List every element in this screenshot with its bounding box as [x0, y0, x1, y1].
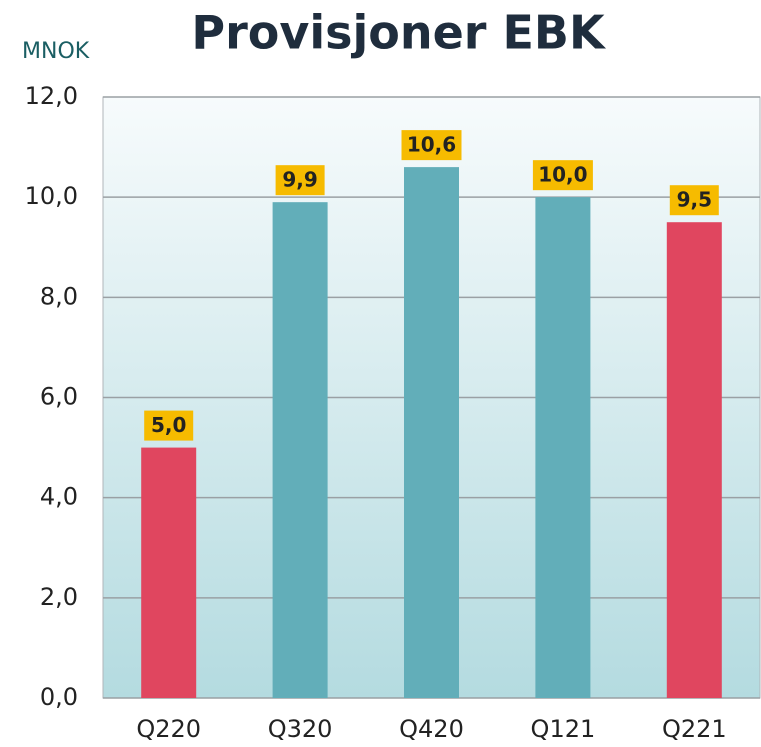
y-tick-label: 4,0 [40, 483, 78, 511]
bar [272, 202, 328, 699]
y-tick-label: 0,0 [40, 683, 78, 711]
value-label-box [669, 185, 719, 216]
chart-title: Provisjoner EBK [191, 6, 607, 60]
y-axis-label: MNOK [22, 39, 90, 64]
bar [535, 197, 591, 698]
value-label: 9,9 [282, 168, 317, 192]
value-label: 9,5 [677, 188, 712, 212]
value-label-box [532, 160, 593, 191]
value-label-box [275, 165, 325, 196]
bar [404, 167, 459, 698]
value-label: 10,6 [407, 133, 456, 157]
x-tick-label: Q220 [136, 715, 201, 743]
value-label: 5,0 [151, 413, 186, 437]
y-tick-label: 6,0 [40, 383, 78, 411]
bar [141, 447, 197, 698]
bar [666, 222, 722, 699]
value-label-box [144, 410, 194, 441]
x-tick-label: Q121 [531, 715, 596, 743]
y-tick-label: 10,0 [25, 182, 78, 210]
y-tick-label: 8,0 [40, 282, 78, 310]
x-tick-label: Q221 [662, 715, 727, 743]
x-tick-label: Q420 [399, 715, 464, 743]
value-label: 10,0 [538, 163, 587, 187]
y-tick-label: 2,0 [40, 583, 78, 611]
x-tick-label: Q320 [268, 715, 333, 743]
value-label-box [401, 130, 462, 161]
y-tick-label: 12,0 [25, 82, 78, 110]
